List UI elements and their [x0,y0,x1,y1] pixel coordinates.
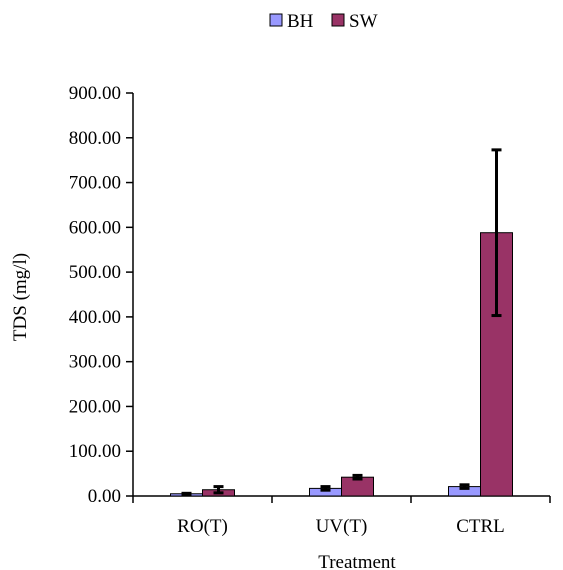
y-tick-label: 600.00 [69,217,121,238]
legend-swatch-bh [269,13,283,27]
y-tick-label: 100.00 [69,441,121,462]
y-axis-title: TDS (mg/l) [10,253,31,341]
y-tick-label: 300.00 [69,352,121,373]
legend-swatch-sw [331,13,345,27]
x-axis-title: Treatment [318,552,396,570]
error-bars [181,148,502,496]
y-tick-label: 900.00 [69,83,121,104]
y-tick-label: 400.00 [69,307,121,328]
bars [170,232,513,497]
y-tick-label: 500.00 [69,262,121,283]
x-tick-label: CTRL [456,516,505,537]
x-tick-label: RO(T) [177,516,228,537]
x-tick-label: UV(T) [316,516,368,537]
legend: BH SW [269,11,378,32]
y-tick-label: 0.00 [88,486,121,507]
x-axis: RO(T) UV(T) CTRL [132,495,551,537]
legend-label-bh: BH [287,11,314,32]
y-tick-label: 800.00 [69,128,121,149]
y-tick-label: 200.00 [69,396,121,417]
y-tick-label: 700.00 [69,173,121,194]
y-axis: 0.00 100.00 200.00 300.00 400.00 500.00 600.00… [69,83,134,507]
legend-label-sw: SW [349,11,378,32]
